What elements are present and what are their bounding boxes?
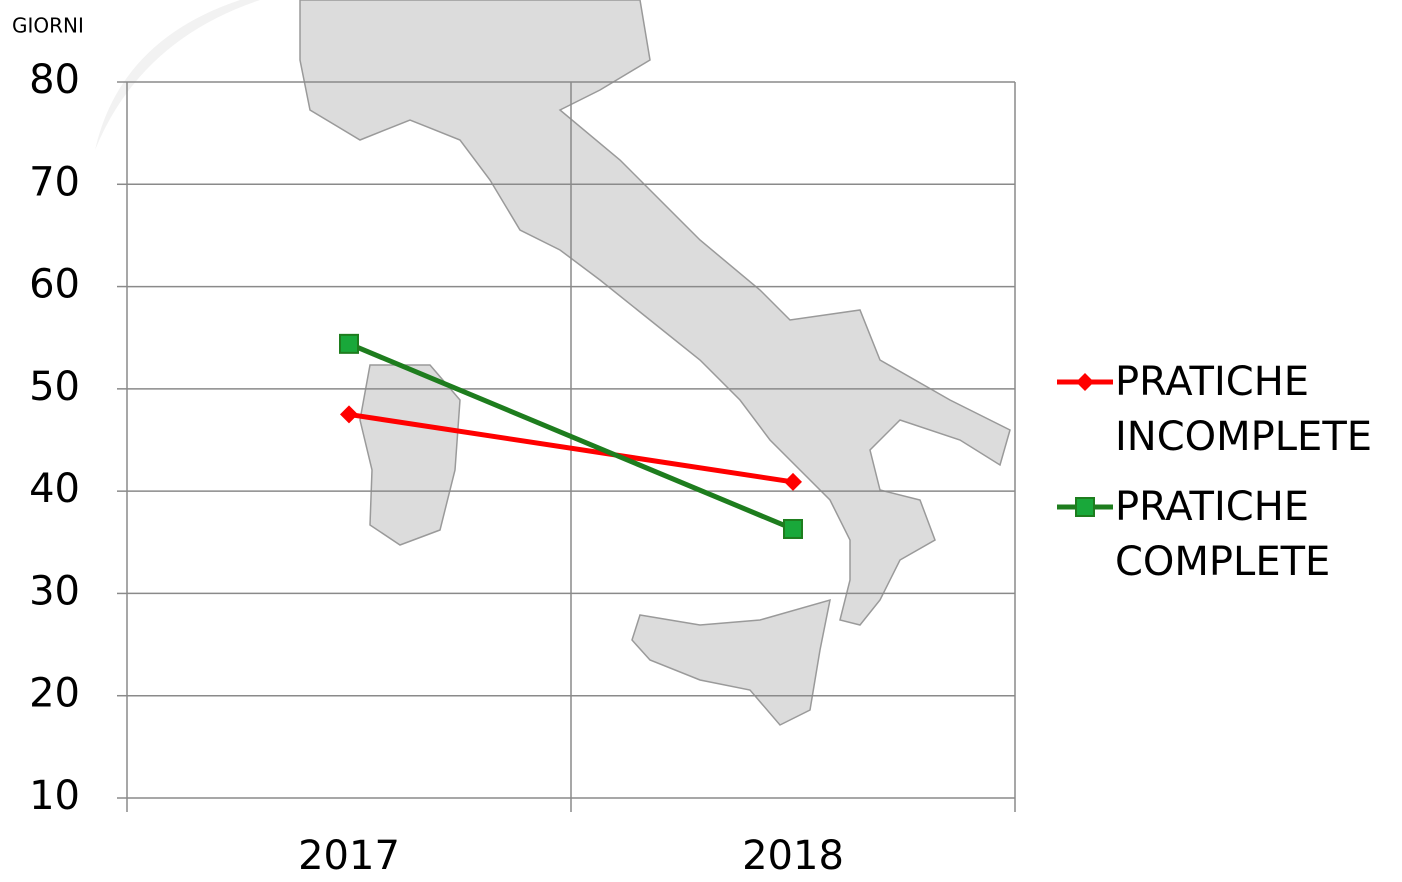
- point: [340, 405, 358, 424]
- legend-swatch: [1057, 373, 1113, 391]
- legend-swatch: [1057, 497, 1113, 517]
- y-tick-label: 30: [29, 568, 80, 614]
- series-line: [348, 341, 794, 532]
- point: [339, 333, 359, 354]
- legend-item: PRATICHE INCOMPLETE: [1055, 355, 1400, 465]
- legend-item: PRATICHE COMPLETE: [1055, 480, 1400, 590]
- y-tick-label: 70: [29, 159, 80, 205]
- y-tick-label: 20: [29, 671, 80, 717]
- legend-marker: [1076, 373, 1094, 391]
- point: [784, 472, 802, 491]
- legend-label: PRATICHE COMPLETE: [1115, 484, 1331, 585]
- y-axis-label: GIORNI: [12, 14, 84, 38]
- y-tick-label: 50: [29, 364, 80, 410]
- y-tick-label: 10: [29, 773, 80, 819]
- legend-marker: [1075, 497, 1095, 517]
- series-line: [348, 411, 794, 485]
- legend-label: PRATICHE INCOMPLETE: [1115, 359, 1373, 460]
- map-background: [299, 0, 1011, 726]
- decor-arc: [95, 0, 260, 150]
- x-tick-label: 2018: [742, 833, 844, 879]
- point: [783, 518, 803, 539]
- y-tick-label: 80: [29, 57, 80, 103]
- y-tick-label: 40: [29, 466, 80, 512]
- y-tick-label: 60: [29, 262, 80, 308]
- x-tick-label: 2017: [298, 833, 400, 879]
